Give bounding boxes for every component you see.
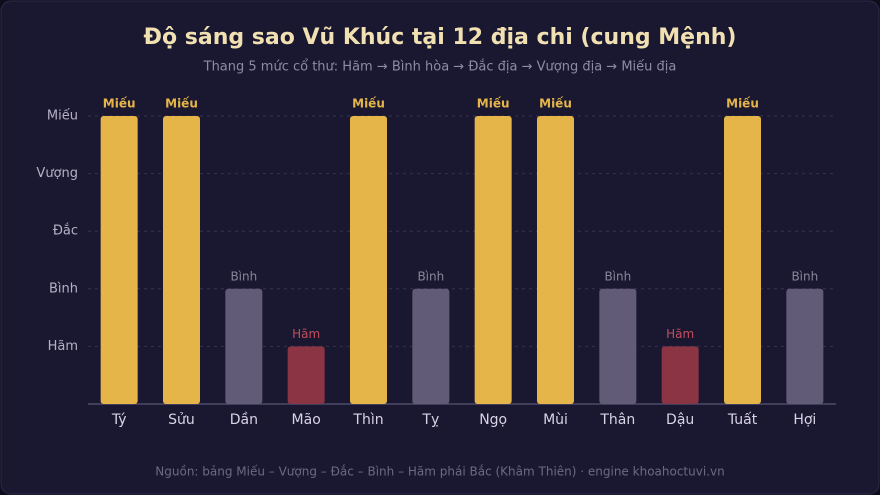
x-tick-label: Mão bbox=[292, 412, 321, 428]
value-label: Miếu bbox=[477, 97, 510, 111]
value-label: Miếu bbox=[103, 97, 136, 111]
bar bbox=[537, 116, 574, 404]
bar bbox=[100, 116, 138, 404]
value-label: Hãm bbox=[666, 327, 694, 341]
value-label: Miếu bbox=[165, 97, 198, 111]
value-label: Hãm bbox=[292, 327, 320, 341]
bar bbox=[225, 288, 263, 404]
x-tick-label: Ngọ bbox=[479, 412, 507, 428]
bar bbox=[163, 116, 200, 404]
y-tick-label: Đắc bbox=[53, 224, 78, 239]
bar bbox=[287, 346, 325, 404]
x-tick-label: Mùi bbox=[543, 412, 568, 428]
x-tick-label: Hợi bbox=[793, 412, 816, 428]
chart-subtitle: Thang 5 mức cổ thư: Hãm → Bình hòa → Đắc… bbox=[203, 60, 677, 75]
footer: Nguồn: bảng Miếu – Vượng – Đắc – Bình – … bbox=[155, 465, 724, 479]
x-tick-label: Dậu bbox=[666, 412, 694, 428]
bar bbox=[350, 116, 387, 404]
value-label: Bình bbox=[604, 269, 631, 283]
value-label: Miếu bbox=[726, 97, 759, 111]
x-tick-label: Tý bbox=[111, 412, 127, 428]
x-tick-label: Tỵ bbox=[421, 412, 439, 428]
bar bbox=[724, 116, 761, 404]
x-tick-label: Thìn bbox=[352, 412, 383, 428]
value-label: Bình bbox=[230, 269, 257, 283]
bar bbox=[599, 288, 637, 404]
x-tick-label: Thân bbox=[599, 412, 635, 428]
bar bbox=[661, 346, 699, 404]
chart-title: Độ sáng sao Vũ Khúc tại 12 địa chi (cung… bbox=[144, 25, 737, 50]
y-tick-label: Bình bbox=[49, 281, 78, 296]
bar bbox=[412, 288, 450, 404]
y-tick-label: Miếu bbox=[47, 109, 78, 124]
x-tick-label: Tuất bbox=[727, 412, 758, 428]
x-tick-label: Sửu bbox=[168, 412, 195, 428]
value-label: Bình bbox=[417, 269, 444, 283]
y-tick-label: Hãm bbox=[48, 339, 78, 354]
value-label: Miếu bbox=[352, 97, 385, 111]
value-label: Miếu bbox=[539, 97, 572, 111]
bar bbox=[786, 288, 824, 404]
value-label: Bình bbox=[791, 269, 818, 283]
x-tick-label: Dần bbox=[230, 412, 258, 428]
bar bbox=[474, 116, 512, 404]
y-tick-label: Vượng bbox=[36, 166, 78, 181]
